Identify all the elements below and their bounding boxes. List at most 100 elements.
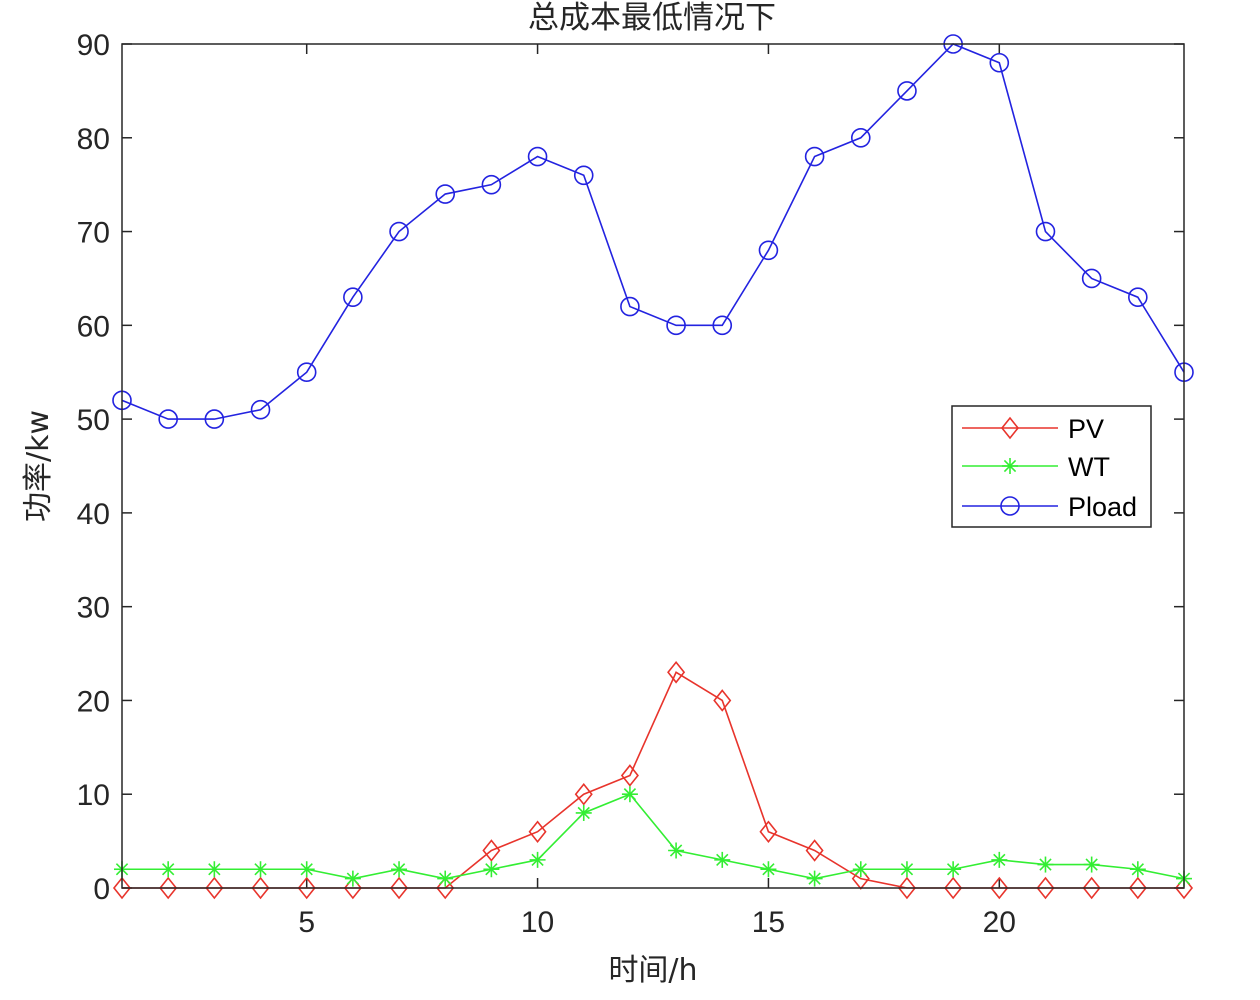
data-point-pv xyxy=(159,876,178,900)
data-point-pv xyxy=(436,876,455,900)
y-tick-label: 70 xyxy=(77,217,110,250)
x-tick-label: 20 xyxy=(983,906,1016,939)
data-point-pv xyxy=(297,876,316,900)
data-point-pload xyxy=(389,221,409,242)
y-tick-label: 0 xyxy=(93,873,110,906)
data-point-wt xyxy=(160,861,177,878)
data-point-pv xyxy=(620,764,639,787)
data-point-wt xyxy=(206,861,223,878)
plot-area-frame xyxy=(121,43,1185,889)
legend-marker-wt xyxy=(1002,458,1018,474)
data-point-pload xyxy=(666,315,686,336)
data-point-pv xyxy=(1128,876,1147,900)
x-tick-label: 5 xyxy=(298,906,315,939)
data-point-wt xyxy=(437,870,454,887)
data-point-wt xyxy=(391,861,408,878)
data-point-wt xyxy=(298,861,315,878)
legend: PV WT Pload xyxy=(951,405,1152,528)
y-tick-label: 90 xyxy=(77,29,110,62)
data-point-pload xyxy=(1081,268,1102,289)
data-point-pv xyxy=(528,820,547,844)
data-point-pload xyxy=(158,409,178,429)
data-point-wt xyxy=(1129,861,1146,878)
x-axis-title: 时间/h xyxy=(608,953,697,988)
legend-item-pload: Pload xyxy=(962,492,1137,522)
data-point-wt xyxy=(898,861,915,878)
data-point-pv xyxy=(1036,876,1055,900)
data-point-pv xyxy=(667,661,686,684)
data-point-pload xyxy=(343,287,363,308)
data-point-pload xyxy=(1035,221,1056,242)
data-point-pload xyxy=(204,409,225,429)
y-tick-label: 40 xyxy=(77,498,110,531)
data-point-pv xyxy=(990,876,1009,900)
y-axis-title: 功率/kw xyxy=(21,410,56,522)
data-point-pv xyxy=(482,839,501,862)
data-point-pload xyxy=(481,174,502,195)
legend-label-wt: WT xyxy=(1068,452,1110,482)
data-point-pload xyxy=(850,127,871,148)
data-point-wt xyxy=(760,861,777,878)
data-point-pv xyxy=(1082,876,1101,900)
axis-ticks: 0 10 20 30 40 50 60 70 80 90 5 10 15 20 xyxy=(77,29,1184,939)
data-point-pv xyxy=(759,820,778,844)
data-point-wt xyxy=(1083,856,1100,873)
data-point-pload xyxy=(804,146,825,167)
data-point-wt xyxy=(714,851,731,868)
data-point-pv xyxy=(1174,876,1194,900)
data-point-pload xyxy=(527,146,548,167)
data-point-pload xyxy=(758,240,779,261)
data-point-pload xyxy=(435,184,456,204)
data-point-pv xyxy=(805,839,824,862)
data-point-pload xyxy=(250,399,271,420)
x-tick-label: 15 xyxy=(752,906,785,939)
y-tick-label: 30 xyxy=(77,592,110,625)
data-point-pload xyxy=(989,52,1010,73)
data-point-pv xyxy=(112,876,132,900)
legend-label-pv: PV xyxy=(1068,414,1104,444)
data-point-wt xyxy=(668,842,685,859)
data-point-pload xyxy=(712,315,733,336)
data-point-wt xyxy=(1037,856,1054,873)
y-tick-label: 50 xyxy=(77,404,110,437)
data-point-pv xyxy=(251,876,270,900)
data-point-pv xyxy=(343,876,362,900)
legend-item-wt: WT xyxy=(962,452,1110,482)
y-tick-label: 10 xyxy=(77,779,110,812)
x-tick-label: 10 xyxy=(521,906,554,939)
data-point-pv xyxy=(205,876,224,900)
data-point-pv xyxy=(574,782,593,806)
data-point-wt xyxy=(991,851,1008,868)
data-point-pload xyxy=(573,165,594,186)
legend-item-pv: PV xyxy=(962,414,1104,444)
data-point-pv xyxy=(390,876,409,900)
data-point-wt xyxy=(621,786,638,803)
series-pload xyxy=(112,34,1194,429)
data-point-wt xyxy=(806,870,823,887)
data-point-wt xyxy=(252,861,269,878)
data-point-pv xyxy=(713,689,732,712)
data-point-pload xyxy=(897,81,917,101)
legend-marker-pload xyxy=(1000,496,1020,516)
series-line-pload xyxy=(121,43,1185,420)
data-point-wt xyxy=(852,861,869,878)
data-point-pload xyxy=(1128,287,1148,308)
data-point-pv xyxy=(944,876,963,900)
data-point-pv xyxy=(897,876,916,900)
legend-label-pload: Pload xyxy=(1068,492,1137,522)
series-wt xyxy=(114,786,1192,887)
data-point-wt xyxy=(945,861,962,878)
data-point-wt xyxy=(344,870,361,887)
data-point-wt xyxy=(483,861,500,878)
chart-title: 总成本最低情况下 xyxy=(528,0,776,36)
data-point-pload xyxy=(620,296,640,317)
y-tick-label: 60 xyxy=(77,310,110,343)
data-point-wt xyxy=(575,804,592,821)
y-tick-label: 80 xyxy=(77,123,110,156)
legend-marker-pv xyxy=(1000,416,1020,440)
y-tick-label: 20 xyxy=(77,685,110,718)
data-point-pload xyxy=(296,362,317,383)
data-point-wt xyxy=(529,851,546,868)
